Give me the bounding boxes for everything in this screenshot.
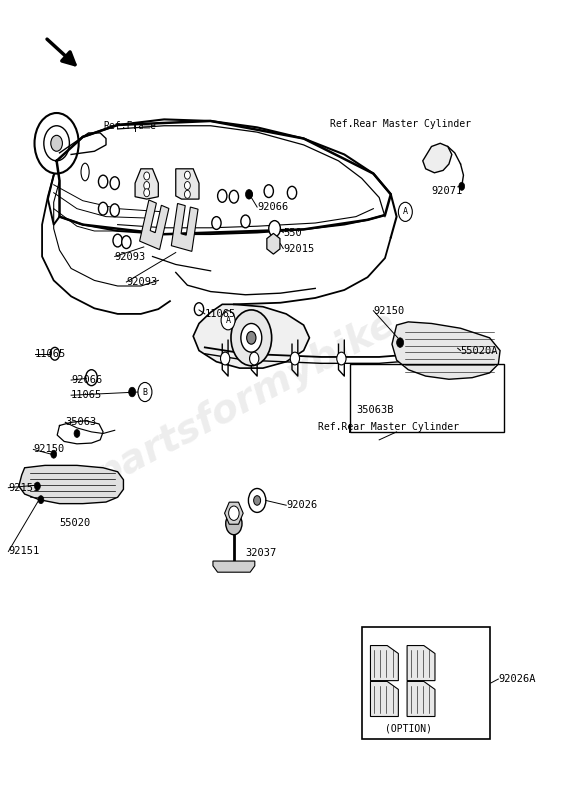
Polygon shape — [407, 682, 435, 717]
Circle shape — [241, 323, 262, 352]
Polygon shape — [423, 143, 452, 173]
Text: 11065: 11065 — [71, 390, 102, 400]
Circle shape — [249, 352, 259, 365]
Circle shape — [128, 387, 135, 397]
Text: 92151: 92151 — [8, 546, 40, 557]
Text: 92066: 92066 — [257, 202, 288, 212]
Text: 550: 550 — [283, 227, 302, 238]
Text: 55020: 55020 — [60, 518, 91, 528]
Circle shape — [397, 338, 404, 347]
Circle shape — [287, 186, 297, 199]
Circle shape — [241, 215, 250, 228]
Text: 92151: 92151 — [8, 482, 40, 493]
Circle shape — [144, 182, 150, 190]
Circle shape — [86, 370, 98, 386]
Circle shape — [44, 126, 69, 161]
Text: 92026: 92026 — [286, 500, 318, 510]
Polygon shape — [140, 200, 169, 250]
Text: 92066: 92066 — [71, 375, 102, 385]
Ellipse shape — [81, 163, 89, 181]
Circle shape — [144, 172, 150, 180]
Circle shape — [185, 190, 190, 198]
Text: 11065: 11065 — [205, 309, 236, 319]
Bar — [361, 627, 489, 739]
Text: 92015: 92015 — [283, 243, 315, 254]
Circle shape — [253, 496, 260, 506]
Text: (OPTION): (OPTION) — [385, 723, 432, 734]
Circle shape — [138, 382, 152, 402]
Text: Ref.Frame: Ref.Frame — [103, 121, 156, 130]
Circle shape — [185, 182, 190, 190]
Circle shape — [290, 352, 300, 365]
Bar — [350, 364, 504, 432]
Circle shape — [74, 430, 80, 438]
Polygon shape — [171, 203, 198, 251]
Circle shape — [212, 217, 221, 230]
Circle shape — [50, 347, 60, 360]
Circle shape — [229, 506, 239, 520]
Circle shape — [221, 352, 230, 365]
Circle shape — [34, 113, 79, 174]
Text: 92093: 92093 — [114, 251, 146, 262]
Circle shape — [110, 204, 119, 217]
Circle shape — [34, 482, 40, 490]
Circle shape — [231, 310, 272, 366]
Text: B: B — [142, 387, 147, 397]
Circle shape — [248, 489, 266, 513]
Circle shape — [194, 302, 204, 315]
Circle shape — [226, 513, 242, 534]
Polygon shape — [407, 646, 435, 681]
Polygon shape — [370, 646, 398, 681]
Text: 92150: 92150 — [373, 306, 405, 316]
Circle shape — [218, 190, 227, 202]
Text: 92071: 92071 — [432, 186, 463, 196]
Circle shape — [230, 190, 238, 203]
Polygon shape — [213, 561, 255, 572]
Circle shape — [459, 182, 465, 190]
Polygon shape — [392, 322, 500, 379]
Circle shape — [113, 234, 122, 247]
Circle shape — [337, 352, 346, 365]
Text: Ref.Rear Master Cylinder: Ref.Rear Master Cylinder — [318, 422, 459, 432]
Polygon shape — [19, 466, 123, 504]
Text: 92026A: 92026A — [498, 674, 536, 684]
Circle shape — [51, 135, 62, 151]
Text: A: A — [225, 316, 231, 325]
Circle shape — [221, 310, 235, 330]
Circle shape — [38, 496, 44, 504]
Text: partsformybike: partsformybike — [88, 305, 402, 495]
Text: A: A — [403, 207, 408, 216]
Circle shape — [121, 236, 131, 249]
Circle shape — [246, 190, 252, 198]
Text: 35063B: 35063B — [356, 405, 394, 414]
Text: 92093: 92093 — [126, 277, 158, 287]
Polygon shape — [370, 682, 398, 717]
Circle shape — [245, 190, 252, 199]
Polygon shape — [225, 502, 243, 524]
Circle shape — [269, 221, 280, 237]
Circle shape — [110, 177, 119, 190]
Polygon shape — [193, 304, 310, 368]
Text: 32037: 32037 — [245, 548, 277, 558]
Circle shape — [144, 189, 150, 197]
Text: 92150: 92150 — [33, 445, 65, 454]
Circle shape — [246, 331, 256, 344]
Text: Ref.Rear Master Cylinder: Ref.Rear Master Cylinder — [330, 119, 471, 129]
Circle shape — [185, 171, 190, 179]
Circle shape — [99, 202, 108, 215]
Polygon shape — [176, 169, 199, 199]
Polygon shape — [267, 234, 280, 254]
Circle shape — [99, 175, 108, 188]
Text: 11065: 11065 — [35, 349, 67, 358]
Circle shape — [264, 185, 273, 198]
Polygon shape — [135, 169, 158, 199]
Text: 55020A: 55020A — [461, 346, 498, 355]
Circle shape — [398, 202, 412, 222]
Circle shape — [51, 450, 57, 458]
Text: 35063: 35063 — [65, 418, 96, 427]
